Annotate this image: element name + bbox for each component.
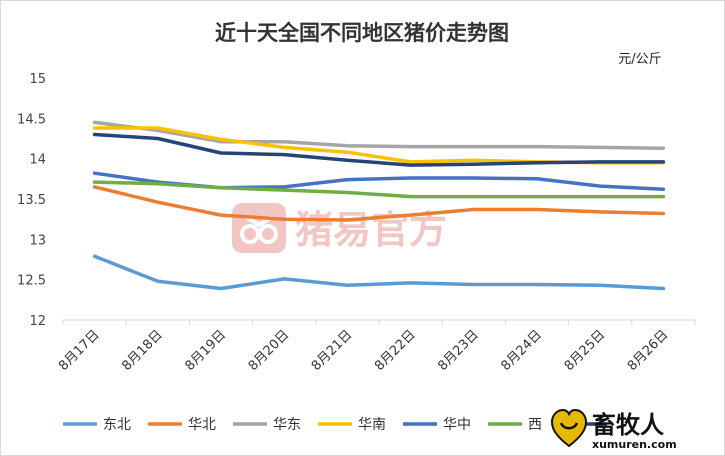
y-tick-label: 15	[29, 72, 46, 87]
series-lines	[92, 120, 666, 291]
series-line-5	[92, 180, 666, 199]
y-tick-label: 14	[29, 153, 46, 168]
unit-label: 元/公斤	[618, 52, 661, 67]
legend-label: 西	[528, 417, 542, 433]
series-line-0	[92, 254, 666, 291]
series-line-2	[92, 120, 666, 150]
y-tick-label: 13.5	[17, 193, 46, 208]
legend-label: 华中	[443, 417, 471, 433]
watermark: 猪易官方	[232, 203, 447, 253]
legend-label: 东北	[103, 417, 131, 433]
y-tick-label: 13	[29, 233, 46, 248]
legend: 东北 华北 华东 华南 华中 西	[63, 417, 607, 433]
chart-title: 近十天全国不同地区猪价走势图	[215, 20, 509, 45]
series-line-1	[92, 185, 666, 222]
y-tick-label: 12	[29, 314, 46, 329]
legend-label: 华北	[188, 417, 216, 433]
heart-icon	[550, 408, 588, 448]
brand-logo: 畜牧人 xumuren.com	[550, 408, 677, 451]
brand-name: 畜牧人	[592, 410, 664, 439]
legend-label: 华南	[358, 417, 386, 433]
y-tick-label: 14.5	[17, 112, 46, 127]
watermark-logo-icon	[232, 203, 286, 253]
y-tick-label: 12.5	[17, 274, 46, 289]
series-line-6	[92, 132, 666, 167]
brand-url: xumuren.com	[592, 438, 677, 451]
legend-label: 华东	[273, 417, 301, 433]
